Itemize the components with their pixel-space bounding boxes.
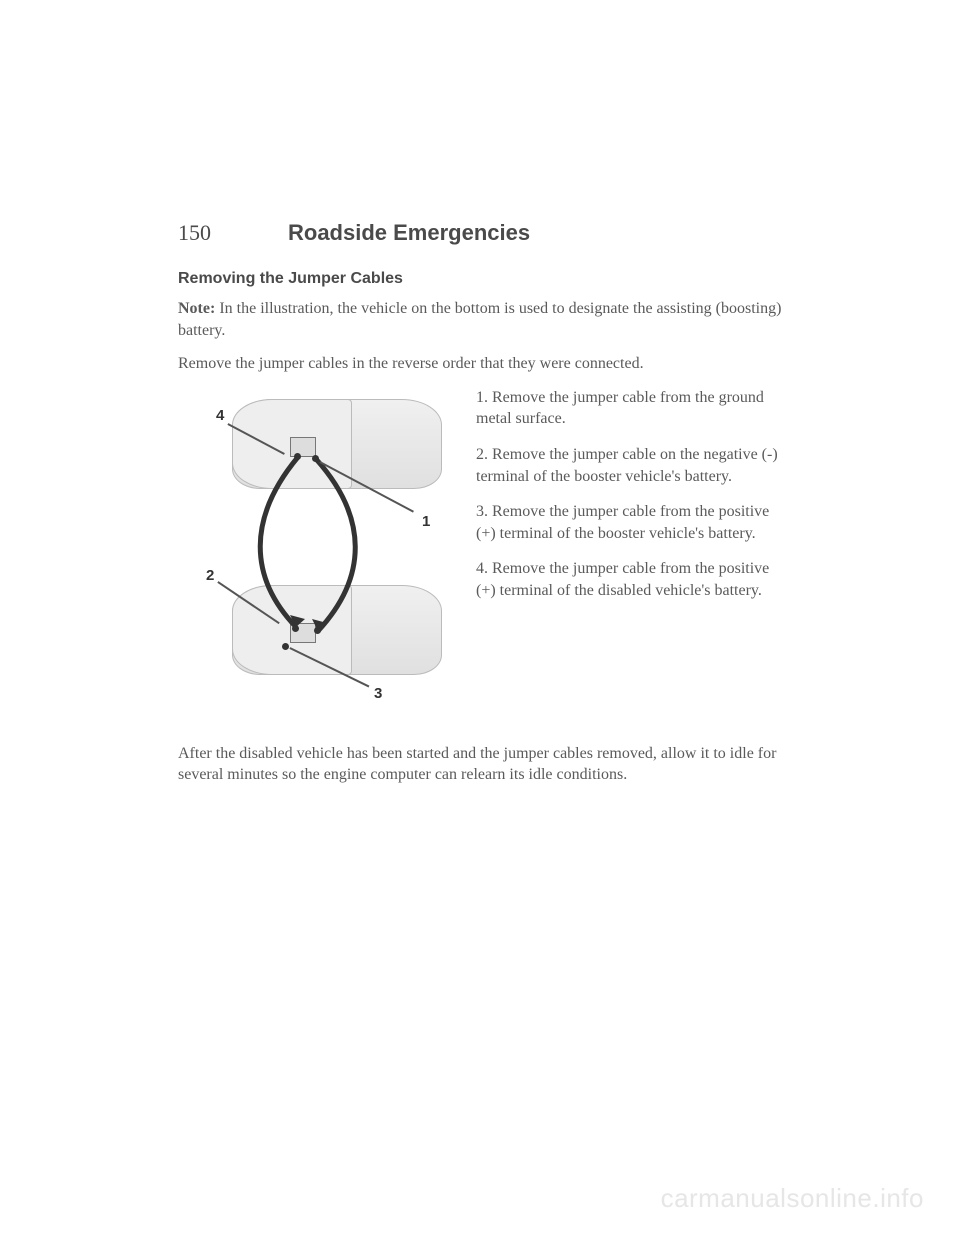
note-text: In the illustration, the vehicle on the …: [178, 300, 781, 339]
terminal-dot: [294, 453, 301, 460]
callout-2: 2: [206, 567, 214, 584]
step-4: 4. Remove the jumper cable from the posi…: [476, 558, 782, 601]
page-number: 150: [178, 220, 288, 246]
diagram-steps-row: 4 1 2 3 1. Remove the jumper cable from …: [178, 387, 782, 727]
callout-3: 3: [374, 685, 382, 702]
step-2: 2. Remove the jumper cable on the negati…: [476, 444, 782, 487]
callout-4: 4: [216, 407, 224, 424]
step-1: 1. Remove the jumper cable from the grou…: [476, 387, 782, 430]
watermark: carmanualsonline.info: [661, 1183, 924, 1214]
terminal-dot: [312, 455, 319, 462]
terminal-dot: [314, 627, 321, 634]
manual-page: 150 Roadside Emergencies Removing the Ju…: [0, 0, 960, 786]
terminal-dot: [292, 625, 299, 632]
chapter-title: Roadside Emergencies: [288, 220, 530, 246]
cable-arcs-icon: [178, 387, 458, 727]
callout-1: 1: [422, 513, 430, 530]
intro-paragraph: Remove the jumper cables in the reverse …: [178, 353, 782, 375]
note-paragraph: Note: In the illustration, the vehicle o…: [178, 298, 782, 341]
note-label: Note:: [178, 300, 215, 317]
jumper-cable-diagram: 4 1 2 3: [178, 387, 458, 727]
closing-paragraph: After the disabled vehicle has been star…: [178, 743, 782, 786]
terminal-dot: [282, 643, 289, 650]
section-heading: Removing the Jumper Cables: [178, 270, 782, 288]
steps-column: 1. Remove the jumper cable from the grou…: [476, 387, 782, 727]
page-header: 150 Roadside Emergencies: [178, 220, 782, 246]
step-3: 3. Remove the jumper cable from the posi…: [476, 501, 782, 544]
